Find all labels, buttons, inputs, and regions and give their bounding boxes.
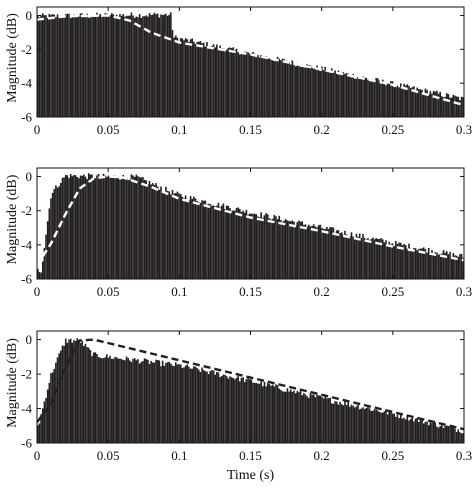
- axes-frame: [36, 330, 465, 444]
- y-tick-labels: 0 -2 -4 -6: [21, 8, 32, 125]
- tick-marks: [36, 7, 465, 118]
- envelope-layer: [36, 14, 465, 107]
- x-tick-label: 0.3: [456, 122, 472, 137]
- y-tick-label: -6: [21, 110, 32, 125]
- x-tick-label: 0: [34, 284, 41, 299]
- x-axis-label: Time (s): [227, 468, 275, 483]
- x-tick-label: 0.05: [97, 448, 120, 463]
- axes-frame: [36, 167, 465, 280]
- y-tick-label: -2: [21, 203, 32, 218]
- x-tick-label: 0.1: [171, 122, 187, 137]
- x-tick-label: 0.05: [97, 284, 120, 299]
- axes-frame: [36, 6, 465, 118]
- x-tick-label: 0.25: [381, 448, 404, 463]
- y-axis-label: Magnitude (dB): [5, 338, 20, 428]
- stem-plot: [37, 12, 464, 117]
- y-tick-label: -4: [21, 401, 32, 416]
- y-tick-label: -4: [21, 76, 32, 91]
- x-tick-label: 0.1: [171, 448, 187, 463]
- x-tick-label: 0.1: [171, 284, 187, 299]
- envelope-line: [36, 14, 465, 107]
- envelope-layer: [35, 175, 465, 266]
- tick-marks: [36, 331, 465, 444]
- x-tick-label: 0.25: [381, 122, 404, 137]
- y-tick-labels: 0 -2 -4 -6: [21, 169, 32, 286]
- x-tick-label: 0.2: [314, 284, 330, 299]
- panel-2: 0 0.05 0.1 0.15 0.2 0.25 0.3 0 -2 -4 -6 Magnitude…: [5, 167, 472, 299]
- y-tick-label: -6: [21, 272, 32, 287]
- x-tick-label: 0.15: [239, 284, 262, 299]
- y-tick-labels: 0 -2 -4 -6: [21, 332, 32, 450]
- x-tick-labels: 0 0.05 0.1 0.15 0.2 0.25 0.3: [34, 122, 472, 137]
- x-tick-label: 0.3: [456, 448, 472, 463]
- x-tick-label: 0.2: [314, 122, 330, 137]
- tick-marks: [36, 168, 465, 280]
- x-tick-label: 0.05: [97, 122, 120, 137]
- panel-3: 0 0.05 0.1 0.15 0.2 0.25 0.3 0 -2 -4 -6 Magnitude…: [5, 330, 472, 483]
- y-axis-label: Magnitude (dB): [5, 13, 20, 103]
- x-tick-labels: 0 0.05 0.1 0.15 0.2 0.25 0.3: [34, 284, 472, 299]
- envelope-line: [36, 338, 465, 431]
- x-tick-label: 0.15: [239, 122, 262, 137]
- y-tick-label: 0: [26, 332, 33, 347]
- envelope-layer: [36, 338, 465, 431]
- panel-1: 0 0.05 0.1 0.15 0.2 0.25 0.3 0 -2 -4 -6 Magnitude…: [5, 6, 472, 137]
- x-tick-label: 0.15: [239, 448, 262, 463]
- stem-plot: [37, 338, 464, 443]
- y-tick-label: -6: [21, 436, 32, 451]
- y-tick-label: -4: [21, 237, 32, 252]
- x-tick-label: 0.2: [314, 448, 330, 463]
- x-tick-labels: 0 0.05 0.1 0.15 0.2 0.25 0.3: [34, 448, 472, 463]
- envelope-line: [35, 175, 465, 266]
- y-tick-label: -2: [21, 367, 32, 382]
- y-tick-label: 0: [26, 8, 33, 23]
- stem-plot: [37, 173, 464, 279]
- y-axis-label: Magnitude (dB): [5, 174, 20, 264]
- y-tick-label: -2: [21, 42, 32, 57]
- y-tick-label: 0: [26, 169, 33, 184]
- x-tick-label: 0: [34, 122, 41, 137]
- x-tick-label: 0.25: [381, 284, 404, 299]
- x-tick-label: 0.3: [456, 284, 472, 299]
- x-tick-label: 0: [34, 448, 41, 463]
